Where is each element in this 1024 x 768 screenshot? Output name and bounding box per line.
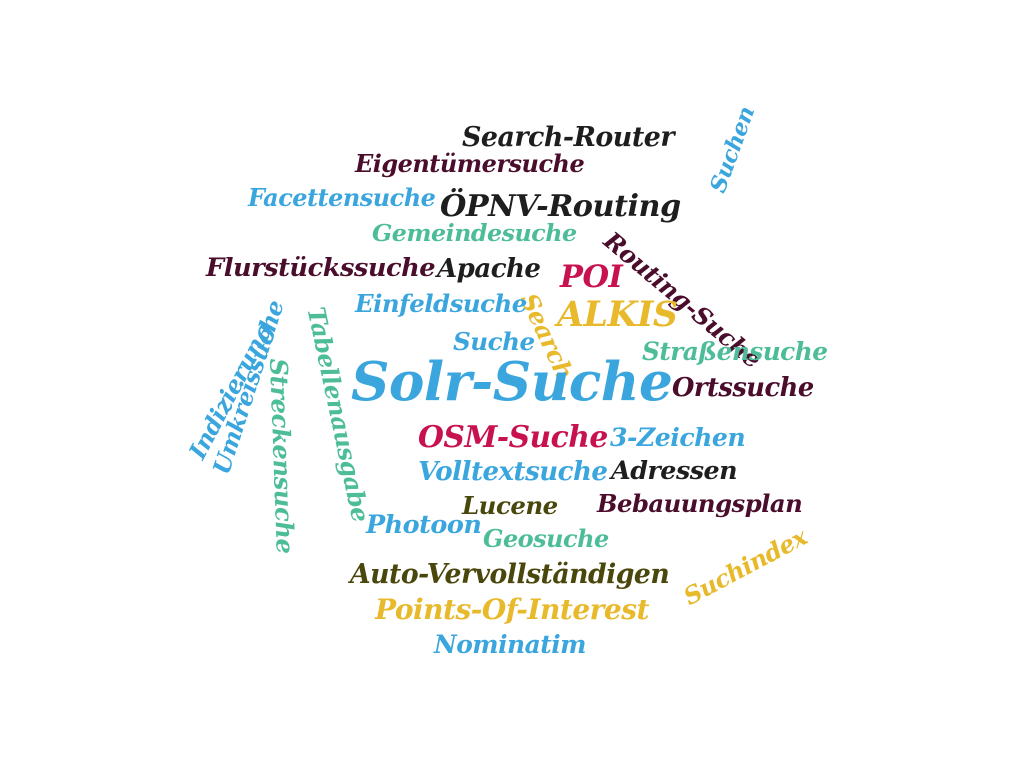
- word-suche: Suche: [453, 327, 535, 356]
- word-photoon: Photoon: [366, 510, 482, 540]
- word-geosuche: Geosuche: [483, 525, 609, 553]
- word-apache: Apache: [437, 254, 541, 284]
- word-nominatim: Nominatim: [434, 630, 586, 659]
- word-facettensuche: Facettensuche: [248, 184, 436, 212]
- word-bebauungsplan: Bebauungsplan: [597, 489, 803, 518]
- word-flurstueckssuche: Flurstückssuche: [206, 253, 436, 283]
- word-osm-suche: OSM-Suche: [418, 420, 608, 455]
- word-oepnv-routing: ÖPNV-Routing: [440, 189, 681, 224]
- word-ortssuche: Ortssuche: [672, 373, 814, 403]
- word-volltextsuche: Volltextsuche: [418, 457, 608, 487]
- word-tabellenausgabe: Tabellenausgabe: [301, 304, 376, 525]
- word-strassensuche: Straßensuche: [642, 337, 828, 366]
- word-poi: POI: [560, 259, 623, 295]
- word-gemeindesuche: Gemeindesuche: [372, 219, 577, 247]
- word-drei-zeichen: 3-Zeichen: [610, 422, 746, 452]
- word-streckensuche: Streckensuche: [264, 357, 300, 554]
- word-einfeldsuche: Einfeldsuche: [355, 289, 527, 318]
- word-eigentuemersuche: Eigentümersuche: [355, 149, 585, 178]
- word-auto-vervollstaendigen: Auto-Vervollständigen: [350, 559, 670, 590]
- word-suchen: Suchen: [705, 103, 761, 197]
- word-solr-suche: Solr-Suche: [351, 350, 673, 413]
- word-points-of-interest: Points-Of-Interest: [375, 593, 649, 626]
- word-adressen: Adressen: [611, 455, 738, 485]
- word-suchindex: Suchindex: [678, 521, 812, 611]
- word-alkis: ALKIS: [557, 294, 678, 335]
- word-lucene: Lucene: [462, 491, 558, 520]
- word-search-router: Search-Router: [462, 122, 674, 153]
